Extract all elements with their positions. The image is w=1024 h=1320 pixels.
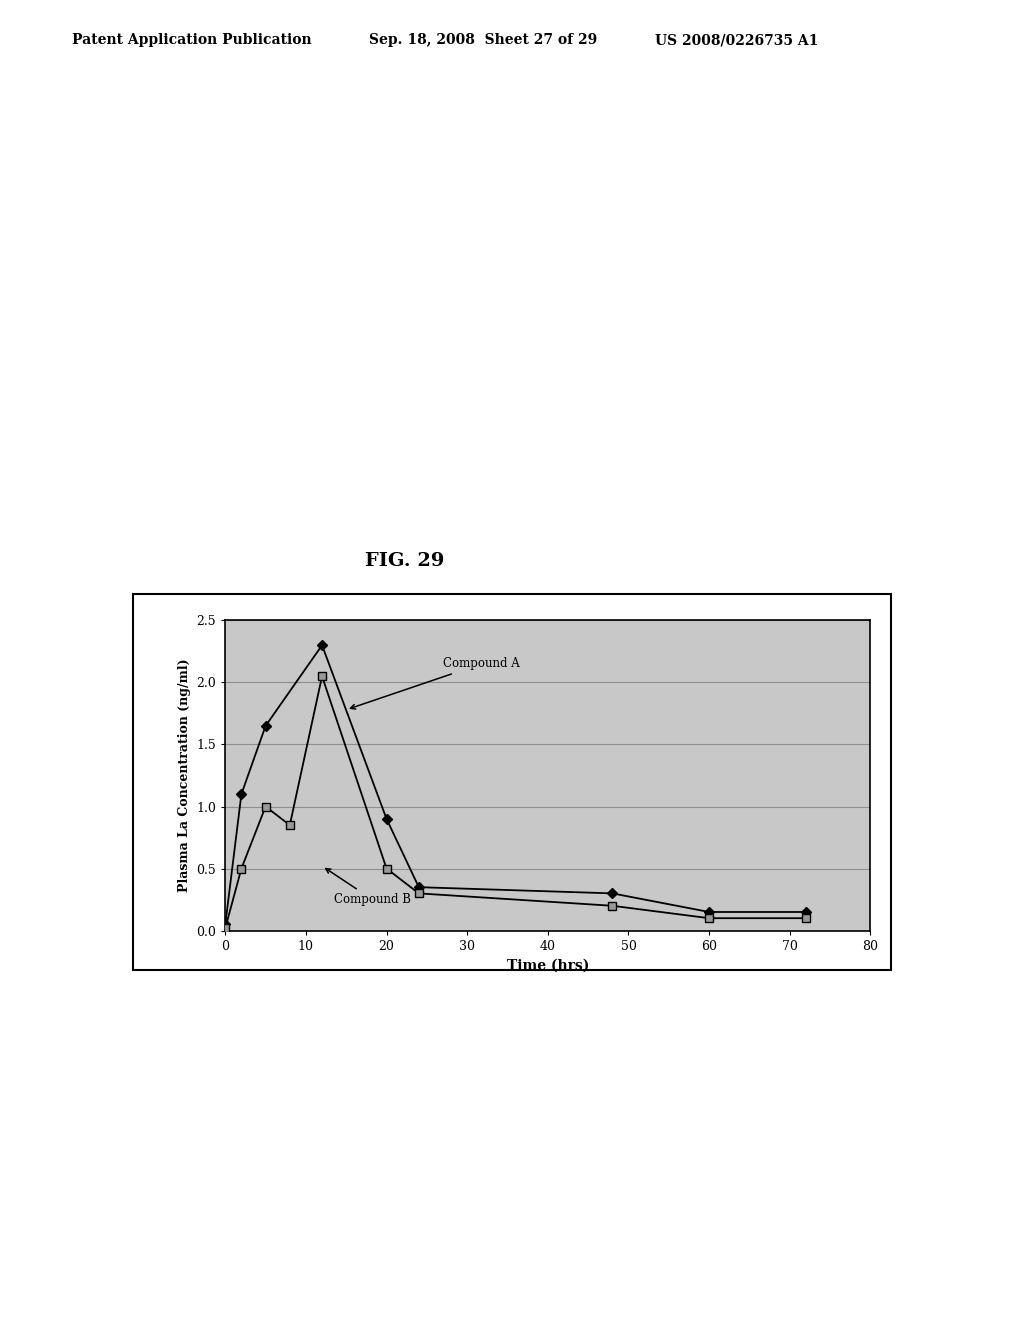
- Text: Compound A: Compound A: [350, 657, 520, 709]
- Text: FIG. 29: FIG. 29: [365, 552, 444, 570]
- Text: US 2008/0226735 A1: US 2008/0226735 A1: [655, 33, 819, 48]
- Y-axis label: Plasma La Concentration (ng/ml): Plasma La Concentration (ng/ml): [178, 659, 190, 892]
- Text: Compound B: Compound B: [326, 869, 412, 906]
- X-axis label: Time (hrs): Time (hrs): [507, 958, 589, 973]
- Text: Patent Application Publication: Patent Application Publication: [72, 33, 311, 48]
- Text: Sep. 18, 2008  Sheet 27 of 29: Sep. 18, 2008 Sheet 27 of 29: [369, 33, 597, 48]
